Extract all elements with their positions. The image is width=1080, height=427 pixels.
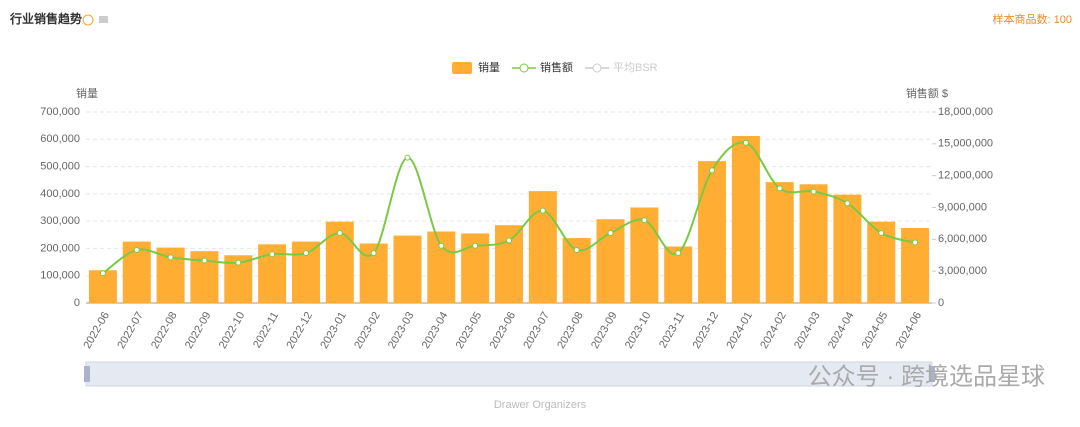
x-tick-label: 2022-09 xyxy=(183,310,214,351)
line-point xyxy=(370,250,377,257)
bar xyxy=(495,225,523,303)
bar xyxy=(799,184,828,303)
x-tick-label: 2023-05 xyxy=(454,310,485,351)
x-tick-label: 2024-05 xyxy=(860,310,891,351)
line-point xyxy=(641,217,648,224)
bar xyxy=(765,182,794,303)
line-point xyxy=(742,139,749,146)
x-tick-label: 2023-04 xyxy=(420,310,451,351)
y-tick-label: 400,000 xyxy=(40,188,80,200)
line-point xyxy=(607,229,614,236)
x-tick-label: 2023-02 xyxy=(352,310,383,351)
bar xyxy=(393,235,422,303)
line-point xyxy=(404,154,411,161)
page-title: 行业销售趋势 xyxy=(9,11,82,26)
y-tick-label: 500,000 xyxy=(40,160,80,172)
x-tick-label: 2022-06 xyxy=(81,310,112,351)
y2-tick-label: 6,000,000 xyxy=(938,233,987,245)
line-point xyxy=(709,167,716,174)
watermark: 公众号 · 跨境选品星球 xyxy=(808,363,1045,390)
x-tick-label: 2024-01 xyxy=(724,310,755,351)
bar xyxy=(698,161,727,303)
x-tick-label: 2022-11 xyxy=(251,310,281,350)
line-point xyxy=(810,188,817,195)
slider-label: Drawer Organizers xyxy=(494,399,587,411)
line-point xyxy=(776,185,783,192)
x-tick-label: 2022-08 xyxy=(149,310,180,351)
slider-handle[interactable] xyxy=(929,366,935,382)
y-tick-label: 200,000 xyxy=(40,242,80,254)
legend-label: 平均BSR xyxy=(613,61,658,74)
line-point xyxy=(844,200,851,207)
legend-label: 销量 xyxy=(478,60,500,74)
y-tick-label: 0 xyxy=(74,297,80,309)
legend-swatch xyxy=(592,63,602,73)
line-point xyxy=(269,251,276,258)
line-point xyxy=(302,250,309,257)
x-tick-label: 2022-12 xyxy=(284,310,315,351)
x-tick-label: 2023-08 xyxy=(555,310,586,351)
video-icon[interactable] xyxy=(99,16,108,23)
line-point xyxy=(878,229,885,236)
line-point xyxy=(539,207,546,214)
x-tick-label: 2022-07 xyxy=(115,310,146,351)
y-tick-label: 300,000 xyxy=(40,215,80,227)
line-point xyxy=(167,254,174,261)
data-zoom-slider[interactable] xyxy=(85,361,933,387)
legend-swatch xyxy=(452,62,472,74)
legend-swatch xyxy=(519,63,529,73)
line-point xyxy=(506,237,512,244)
line-point xyxy=(99,270,106,277)
x-tick-label: 2023-03 xyxy=(386,310,417,351)
bar xyxy=(630,207,659,303)
x-tick-label: 2023-09 xyxy=(589,310,620,351)
y2-tick-label: 12,000,000 xyxy=(938,170,993,182)
x-tick-label: 2023-10 xyxy=(623,310,654,351)
line-point xyxy=(336,229,343,236)
y2-axis-label: 销售额 $ xyxy=(906,86,948,100)
line-point xyxy=(133,246,140,253)
line-point xyxy=(573,246,580,253)
x-tick-label: 2024-03 xyxy=(792,310,823,351)
bar xyxy=(901,227,930,303)
bar xyxy=(833,194,862,303)
line-point xyxy=(235,259,242,266)
line-point xyxy=(201,257,208,264)
y2-tick-label: 18,000,000 xyxy=(938,106,993,118)
y-axis-label: 销量 xyxy=(76,86,98,100)
bar xyxy=(731,136,760,303)
line-point xyxy=(438,242,445,249)
line-point xyxy=(912,239,919,246)
y-tick-label: 100,000 xyxy=(40,270,80,282)
x-tick-label: 2023-07 xyxy=(521,310,552,351)
bar xyxy=(427,231,456,303)
x-tick-label: 2023-01 xyxy=(318,310,349,351)
help-icon[interactable] xyxy=(82,14,94,26)
x-tick-label: 2024-04 xyxy=(826,310,857,351)
sample-count: 样本商品数: 100 xyxy=(993,12,1072,26)
line-point xyxy=(675,250,682,257)
x-tick-label: 2023-11 xyxy=(657,310,687,350)
x-tick-label: 2024-02 xyxy=(758,310,789,351)
y2-tick-label: 3,000,000 xyxy=(938,265,987,277)
x-tick-label: 2023-06 xyxy=(488,310,519,351)
legend-label: 销售额 xyxy=(540,60,573,74)
y-tick-label: 700,000 xyxy=(40,106,80,118)
x-tick-label: 2022-10 xyxy=(217,310,248,351)
y2-tick-label: 15,000,000 xyxy=(938,138,993,150)
y2-tick-label: 0 xyxy=(938,297,944,309)
x-tick-label: 2024-06 xyxy=(894,310,925,351)
x-tick-label: 2023-12 xyxy=(691,310,722,351)
line-point xyxy=(472,242,479,249)
y-tick-label: 600,000 xyxy=(40,133,80,145)
y2-tick-label: 9,000,000 xyxy=(938,201,987,213)
slider-handle[interactable] xyxy=(84,366,90,382)
